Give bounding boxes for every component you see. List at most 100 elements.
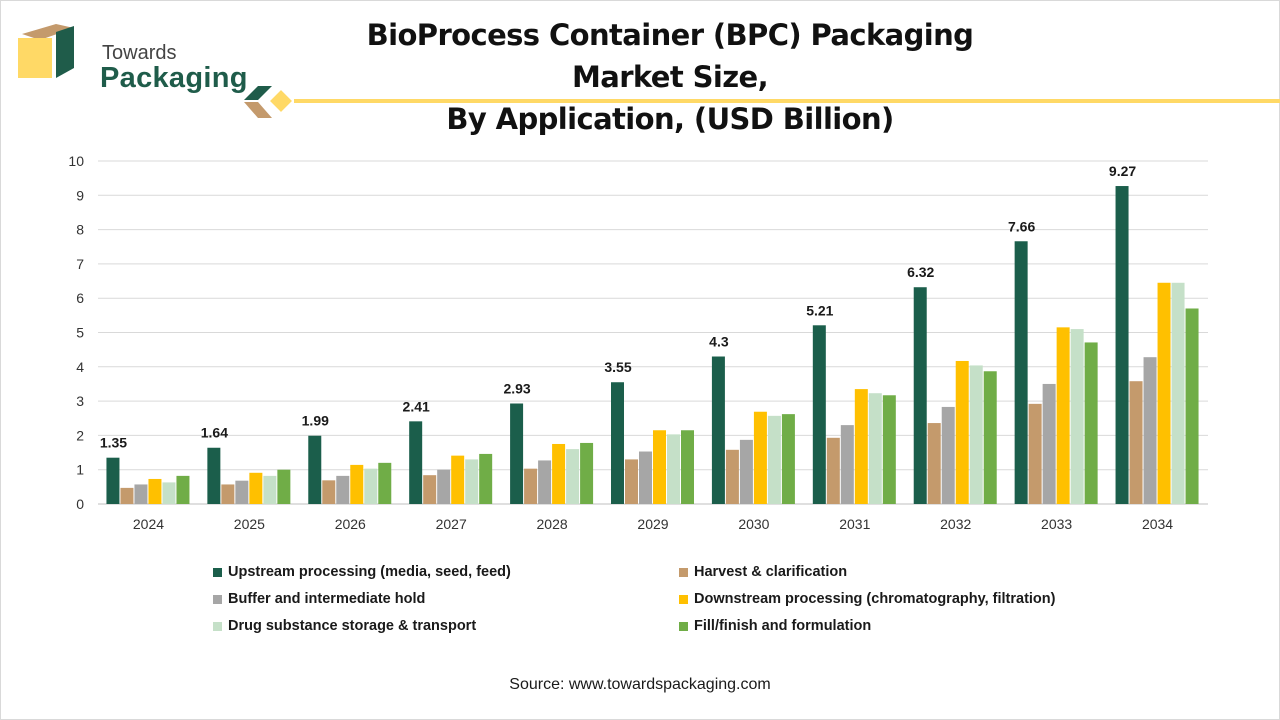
source-note: Source: www.towardspackaging.com [509, 676, 771, 693]
bar-2032-series-4 [969, 365, 983, 504]
legend: Upstream processing (media, seed, feed) … [213, 562, 1113, 646]
bar-2027-series-5 [479, 453, 493, 504]
bar-2030-series-3 [753, 411, 767, 504]
legend-label: Upstream processing (media, seed, feed) [228, 564, 511, 580]
bar-2031-series-2 [840, 425, 854, 504]
chart-title-line2: By Application, (USD Billion) [446, 102, 894, 136]
legend-swatch [213, 567, 222, 577]
data-label: 7.66 [1008, 218, 1035, 234]
bar-2033-series-5 [1084, 342, 1098, 504]
bar-2028-series-0 [510, 403, 524, 504]
bar-2030-series-2 [739, 439, 753, 504]
bar-2030-series-1 [725, 449, 739, 504]
bar-2027-series-4 [465, 459, 479, 504]
data-label: 2.41 [403, 398, 430, 414]
bar-2033-series-2 [1042, 383, 1056, 504]
bar-2033-series-3 [1056, 327, 1070, 504]
brand-logo: Towards Packaging [16, 20, 256, 94]
data-label: 6.32 [907, 264, 934, 280]
data-label: 3.55 [604, 359, 631, 375]
bar-2028-series-4 [566, 449, 580, 504]
box-logo-icon [18, 24, 74, 78]
legend-item-storage: Drug substance storage & transport [213, 616, 476, 636]
x-tick-label: 2029 [637, 516, 668, 532]
y-tick-label: 9 [76, 187, 84, 203]
bar-2031-series-1 [826, 437, 840, 504]
y-tick-label: 1 [76, 462, 84, 478]
bar-2030-series-0 [711, 356, 725, 504]
data-labels: 1.35 1.64 1.99 2.41 2.93 3.55 4.3 5.21 6.32 7.66 9… [100, 163, 1137, 451]
legend-label: Buffer and intermediate hold [228, 591, 426, 607]
y-tick-label: 10 [68, 153, 84, 169]
x-axis-ticks: 2024 2025 2026 2027 2028 2029 2030 2031 2032 2033… [133, 516, 1173, 532]
bar-2026-series-4 [364, 468, 378, 504]
x-tick-label: 2028 [537, 516, 568, 532]
y-axis-ticks: 0 1 2 3 4 5 6 7 8 9 10 [68, 153, 84, 512]
bar-2024-series-4 [162, 482, 176, 504]
y-tick-label: 4 [76, 359, 84, 375]
y-tick-label: 3 [76, 393, 84, 409]
bar-2025-series-1 [221, 484, 235, 504]
y-tick-label: 8 [76, 222, 84, 238]
bar-2025-series-5 [277, 469, 291, 504]
legend-swatch [213, 594, 222, 604]
legend-swatch [679, 594, 688, 604]
bar-2026-series-3 [350, 464, 364, 504]
x-tick-label: 2031 [839, 516, 870, 532]
bar-2029-series-1 [625, 459, 638, 504]
legend-label: Downstream processing (chromatography, f… [694, 591, 1056, 607]
legend-item-harvest: Harvest & clarification [679, 562, 847, 582]
bar-2030-series-4 [767, 415, 781, 504]
bar-2027-series-3 [451, 455, 465, 504]
y-tick-label: 7 [76, 256, 84, 272]
x-tick-label: 2030 [738, 516, 769, 532]
legend-label: Drug substance storage & transport [228, 618, 477, 634]
data-label: 1.99 [302, 413, 329, 429]
data-label: 1.35 [100, 435, 127, 451]
bar-2024-series-5 [176, 475, 190, 504]
bars [106, 186, 1199, 504]
bar-2033-series-4 [1070, 329, 1084, 504]
x-tick-label: 2026 [335, 516, 366, 532]
legend-item-upstream: Upstream processing (media, seed, feed) [213, 562, 511, 582]
x-tick-label: 2024 [133, 516, 164, 532]
bar-2029-series-2 [639, 451, 652, 504]
legend-item-buffer: Buffer and intermediate hold [213, 589, 425, 609]
diamond-divider-icon [244, 85, 1280, 118]
bar-2027-series-0 [409, 421, 423, 504]
bar-2034-series-4 [1171, 282, 1185, 504]
bar-2025-series-3 [249, 472, 263, 504]
bar-2031-series-4 [868, 393, 882, 504]
x-tick-label: 2032 [940, 516, 971, 532]
bar-2024-series-0 [106, 457, 120, 504]
bar-2034-series-5 [1185, 308, 1199, 504]
y-tick-label: 2 [76, 427, 84, 443]
y-tick-label: 5 [76, 325, 84, 341]
bar-2033-series-0 [1014, 241, 1028, 504]
data-label: 2.93 [503, 381, 530, 397]
bar-2024-series-1 [120, 487, 134, 504]
bar-2031-series-3 [854, 389, 868, 504]
bar-2032-series-1 [927, 423, 941, 504]
bar-2024-series-3 [148, 478, 162, 504]
bar-2029-series-4 [667, 434, 680, 504]
bar-2026-series-2 [336, 475, 350, 504]
x-tick-label: 2027 [436, 516, 467, 532]
legend-label: Fill/finish and formulation [694, 618, 872, 634]
y-tick-label: 0 [76, 496, 84, 512]
bar-2034-series-2 [1143, 357, 1157, 504]
bar-2034-series-0 [1115, 186, 1129, 504]
y-tick-label: 6 [76, 290, 84, 306]
bar-2024-series-2 [134, 484, 148, 504]
x-tick-label: 2034 [1142, 516, 1173, 532]
x-tick-label: 2033 [1041, 516, 1072, 532]
legend-swatch [679, 621, 688, 631]
bar-2028-series-1 [524, 468, 538, 504]
data-label: 1.64 [201, 425, 228, 441]
bar-2034-series-3 [1157, 282, 1171, 504]
brand-line1: Towards [102, 42, 177, 64]
bar-2029-series-5 [681, 430, 694, 504]
legend-label: Harvest & clarification [694, 564, 848, 580]
bar-2027-series-2 [437, 469, 451, 504]
